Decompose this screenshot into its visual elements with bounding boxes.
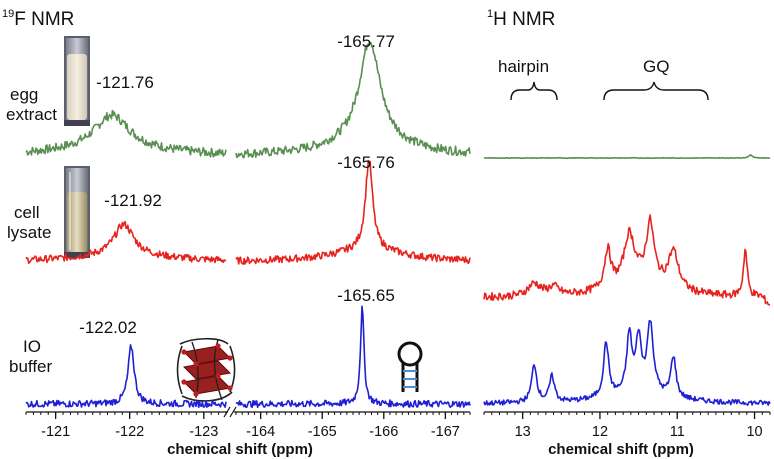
h1-tick-label: 11 (670, 424, 685, 440)
row-label-cell-2: lysate (7, 223, 51, 242)
peak-label-cell-left: -121.92 (104, 191, 162, 210)
hairpin-annotation: hairpin (498, 57, 558, 101)
h1-tick-label: 12 (592, 424, 608, 440)
f19-tick-label: -122 (115, 424, 144, 440)
peak-label-io-right: -165.65 (337, 286, 395, 305)
f19-tick-label: -164 (246, 424, 275, 440)
row-label-egg-1: egg (10, 85, 38, 104)
gq-label: GQ (643, 57, 669, 76)
axes: -121 -122 -123 -164 -165 -166 -167 13 12 11 10 (25, 406, 771, 440)
f19-io-right-line (235, 305, 471, 409)
f19-cell-right-line (235, 159, 471, 265)
h1-tick-label: 10 (746, 424, 762, 440)
g-quadruplex-icon (176, 337, 236, 402)
row-label-io-1: IO (23, 337, 41, 356)
h1-xlabel: chemical shift (ppm) (548, 441, 694, 458)
peak-label-egg-left: -121.76 (96, 73, 154, 92)
gq-annotation: GQ (603, 57, 709, 101)
f19-xlabel: chemical shift (ppm) (167, 441, 313, 458)
peak-label-io-left: -122.02 (79, 318, 137, 337)
spectra (25, 41, 771, 409)
axis-break-mark-2 (229, 406, 237, 418)
f19-cell-left-line (25, 220, 227, 265)
peak-label-cell-right: -165.76 (337, 153, 395, 172)
axis-break-mark-1 (223, 406, 231, 418)
h1-egg-line (483, 154, 771, 160)
hairpin-label: hairpin (498, 57, 549, 76)
h1-title: 1H NMR (487, 8, 555, 30)
h1-cell-line (483, 214, 771, 306)
cell-tube-icon (64, 166, 90, 258)
h1-tick-label: 13 (515, 424, 531, 440)
peak-labels: -121.76 -165.77 -121.92 -165.76 -122.02 -165.… (79, 32, 395, 337)
f19-egg-left-line (25, 109, 227, 158)
row-label-cell-1: cell (14, 203, 40, 222)
row-label-io-2: buffer (9, 357, 53, 376)
f19-tick-label: -166 (369, 424, 398, 440)
h1-io-line (483, 319, 771, 406)
f19-egg-right-line (235, 41, 471, 159)
f19-tick-label: -167 (431, 424, 460, 440)
f19-tick-label: -123 (189, 424, 218, 440)
f19-io-left-line (25, 344, 227, 409)
hairpin-icon (397, 341, 423, 392)
row-label-egg-2: extract (6, 105, 57, 124)
egg-tube-icon (64, 36, 90, 126)
peak-label-egg-right: -165.77 (337, 32, 395, 51)
f19-tick-label: -121 (41, 424, 70, 440)
f19-title: 19F NMR (2, 8, 74, 30)
f19-tick-label: -165 (308, 424, 337, 440)
